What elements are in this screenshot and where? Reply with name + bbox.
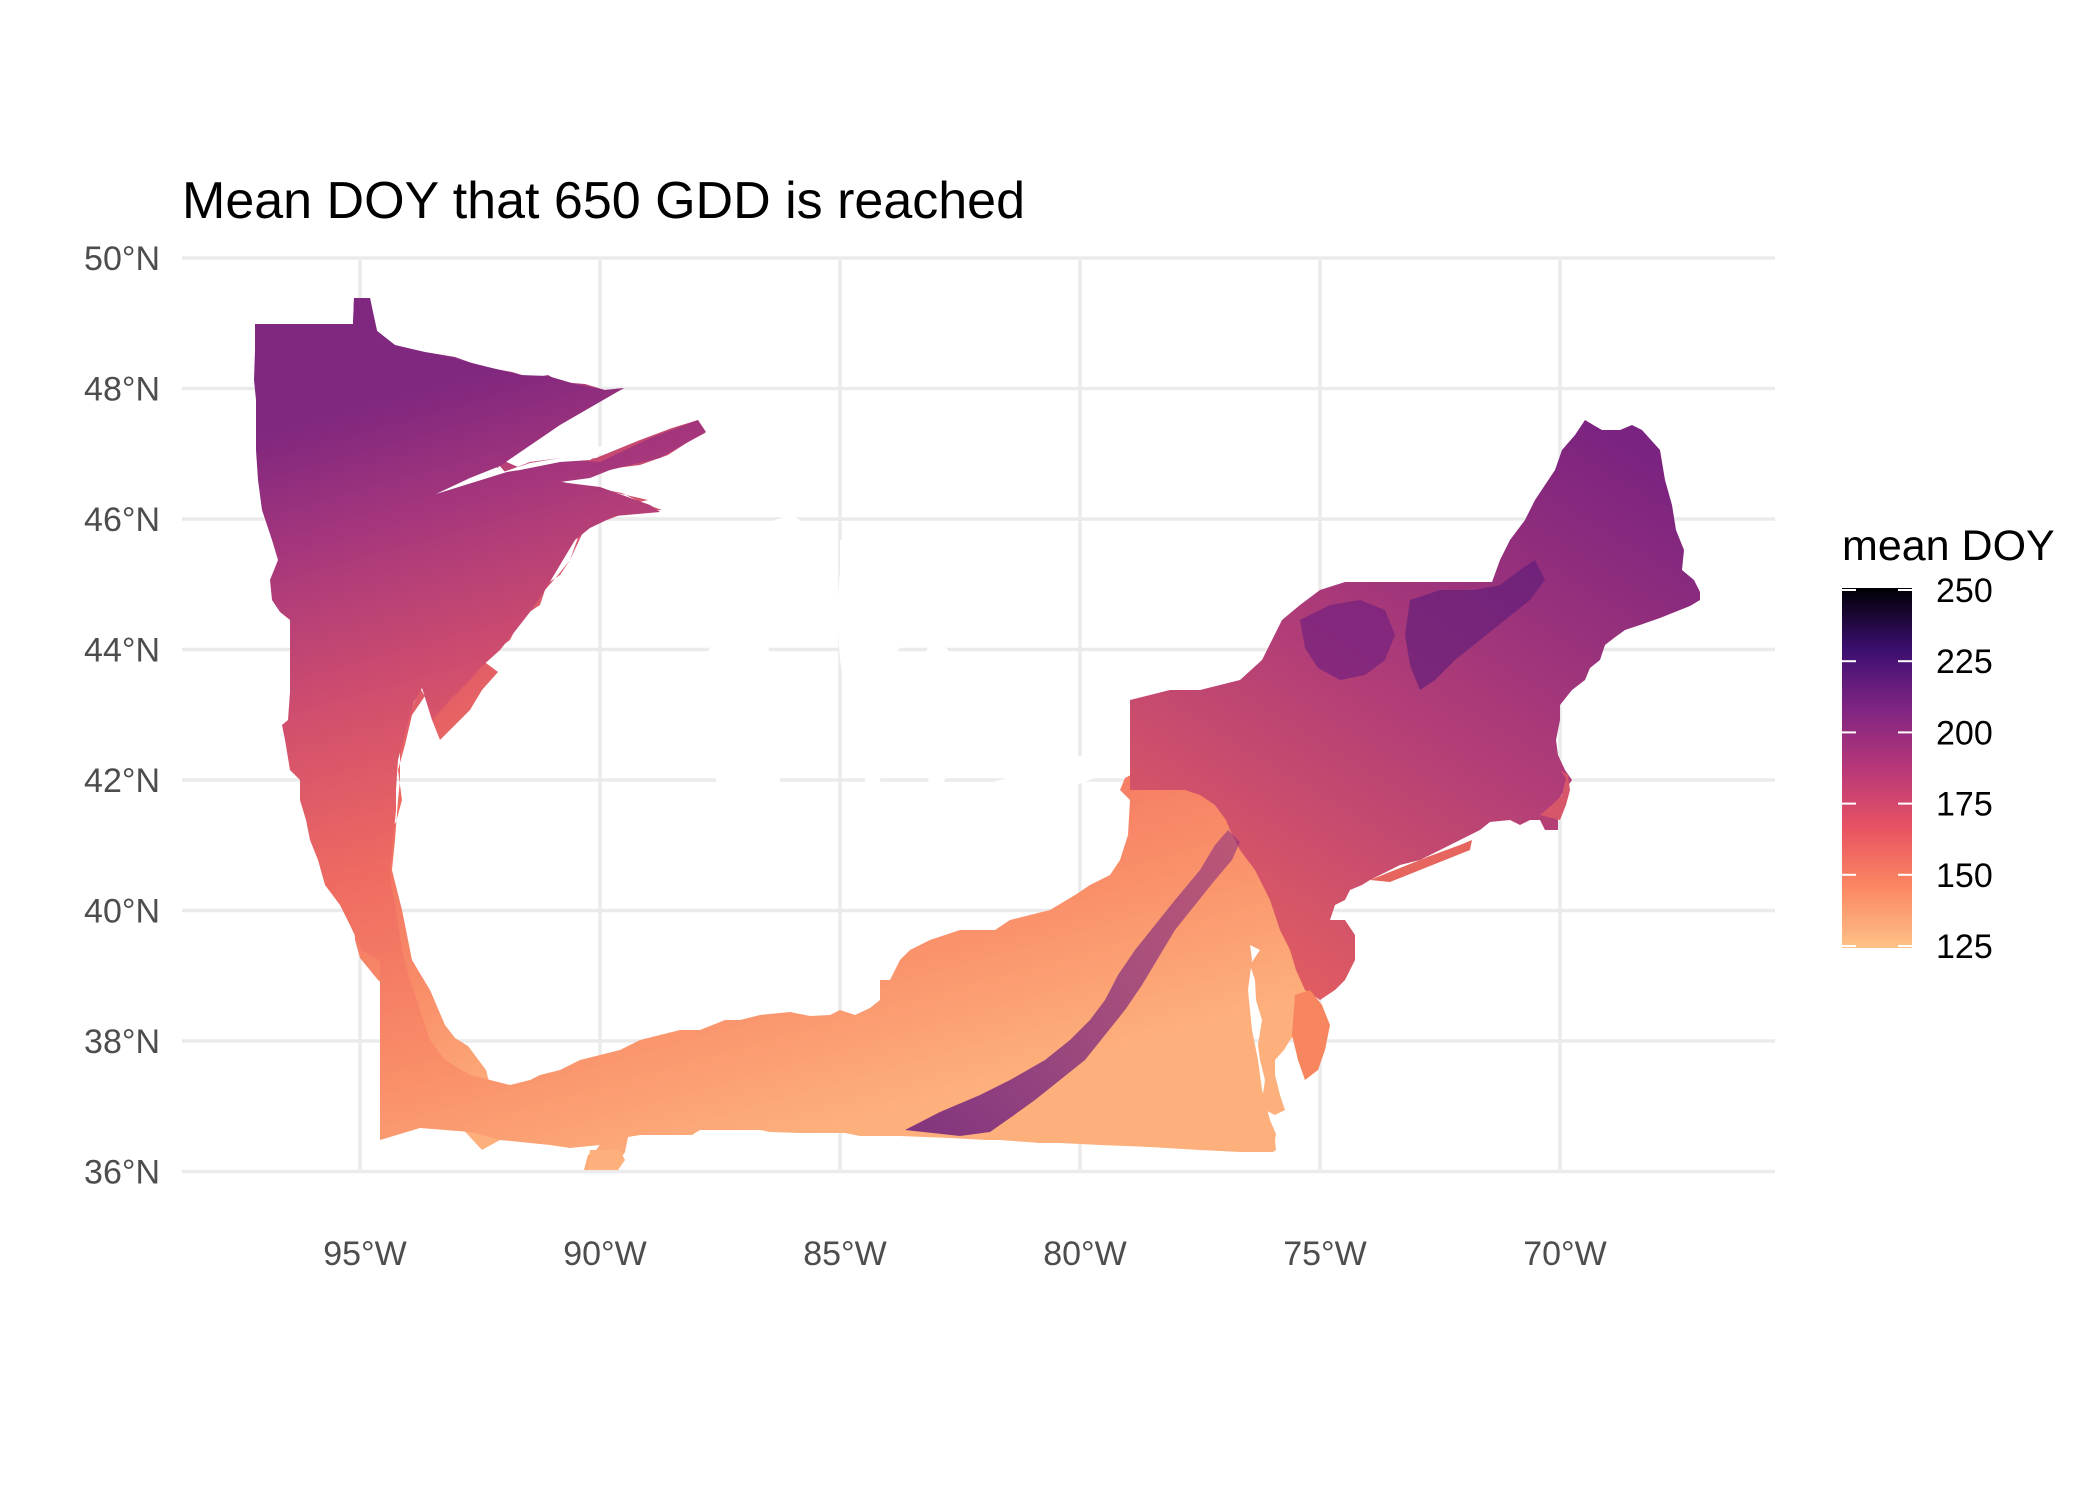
x-tick-label: 90°W	[563, 1235, 647, 1273]
chart-title: Mean DOY that 650 GDD is reached	[182, 172, 1025, 230]
legend-tick-label: 125	[1936, 928, 1993, 966]
region-northeast	[1130, 420, 1700, 1000]
legend-tick-label: 175	[1936, 786, 1993, 824]
y-tick-label: 48°N	[84, 371, 160, 409]
y-tick-label: 46°N	[84, 501, 160, 539]
green-white-mountains	[1405, 560, 1545, 690]
x-tick-label: 75°W	[1283, 1235, 1367, 1273]
y-tick-label: 40°N	[84, 893, 160, 931]
y-tick-label: 36°N	[84, 1154, 160, 1192]
southern-tail	[588, 1150, 625, 1170]
legend-tick-label: 150	[1936, 857, 1993, 895]
cape-cod	[1540, 770, 1570, 820]
adirondacks	[1300, 600, 1395, 680]
data-raster	[254, 298, 1700, 1170]
delmarva	[1292, 990, 1330, 1080]
x-tick-label: 70°W	[1523, 1235, 1607, 1273]
legend-title: mean DOY	[1842, 522, 2055, 570]
region-central	[254, 298, 1320, 1170]
y-tick-label: 38°N	[84, 1023, 160, 1061]
x-tick-label: 85°W	[803, 1235, 887, 1273]
lake-michigan	[700, 515, 815, 805]
x-tick-label: 95°W	[323, 1235, 407, 1273]
x-tick-label: 80°W	[1043, 1235, 1127, 1273]
y-tick-label: 42°N	[84, 762, 160, 800]
y-axis: 50°N 48°N 46°N 44°N 42°N 40°N 38°N 36°N	[84, 240, 160, 1192]
legend-tick-label: 250	[1936, 572, 1993, 610]
colorbar	[1842, 588, 1912, 948]
x-axis: 95°W 90°W 85°W 80°W 75°W 70°W	[323, 1235, 1607, 1273]
legend-ticks: 250 225 200 175 150 125	[1842, 572, 1993, 966]
legend-tick-label: 200	[1936, 714, 1993, 752]
lake-huron	[838, 530, 958, 820]
lake-erie	[920, 728, 1128, 812]
y-tick-label: 50°N	[84, 240, 160, 278]
legend-tick-label: 225	[1936, 643, 1993, 681]
y-tick-label: 44°N	[84, 632, 160, 670]
appalachian-ridge	[905, 830, 1240, 1136]
long-island	[1370, 840, 1472, 882]
legend: mean DOY 250 225 200 175 150 125	[1842, 522, 2055, 966]
